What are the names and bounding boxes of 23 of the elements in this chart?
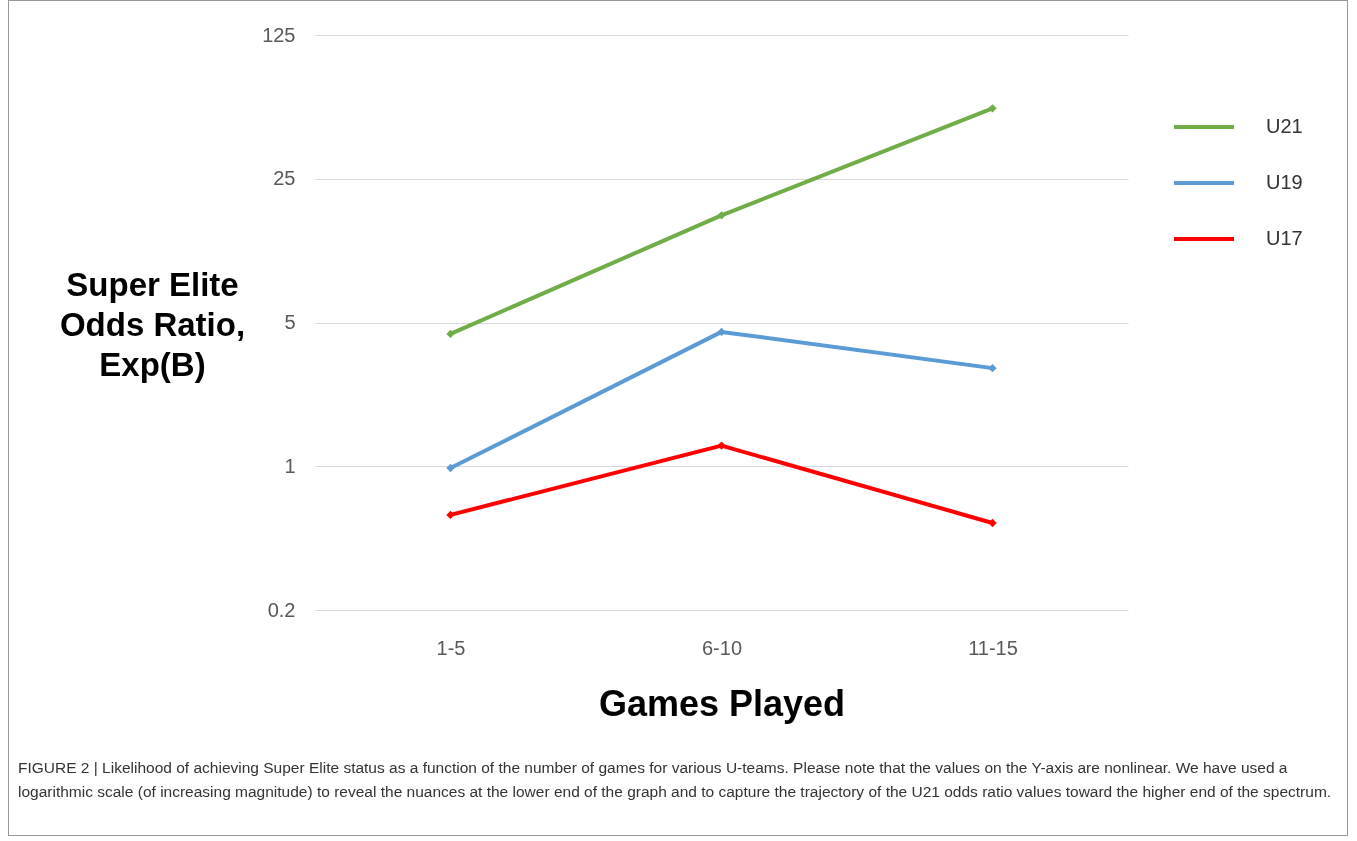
legend-label: U19: [1266, 171, 1303, 193]
point: [446, 329, 455, 339]
y-tick-label: 0.2: [267, 598, 296, 621]
point: [717, 327, 726, 337]
y-tick-label: 125: [262, 23, 296, 46]
point: [446, 463, 455, 473]
y-axis-title: Super Elite Odds Ratio, Exp(B): [59, 265, 246, 383]
y-tick-label: 5: [284, 311, 296, 333]
y-tick-label: 1: [284, 454, 296, 477]
x-tick-label: 1-5: [436, 636, 466, 659]
y-tick-label: 25: [273, 167, 296, 190]
x-axis-title: Games Played: [598, 682, 846, 724]
caption: FIGURE 2 | Likelihood of achieving Super Elite status as a function of the number of games for various U-teams. Please note that the values on the Y-axis are nonlinear. We have used a logarithmic scale (of increasing magnitude) to reveal the nuances at the lower end of the graph and to capture the trajectory of the U21 odds ratio values toward the higher end of the spectrum.: [18, 758, 1333, 802]
legend-label: U17: [1266, 227, 1303, 249]
legend-label: U21: [1266, 115, 1303, 137]
x-tick-label: 6-10: [701, 636, 743, 659]
point: [988, 518, 997, 528]
point: [717, 441, 726, 450]
point: [446, 510, 455, 520]
point: [988, 104, 997, 113]
point: [988, 363, 997, 373]
x-tick-label: 11-15: [968, 636, 1018, 659]
point: [717, 211, 726, 220]
